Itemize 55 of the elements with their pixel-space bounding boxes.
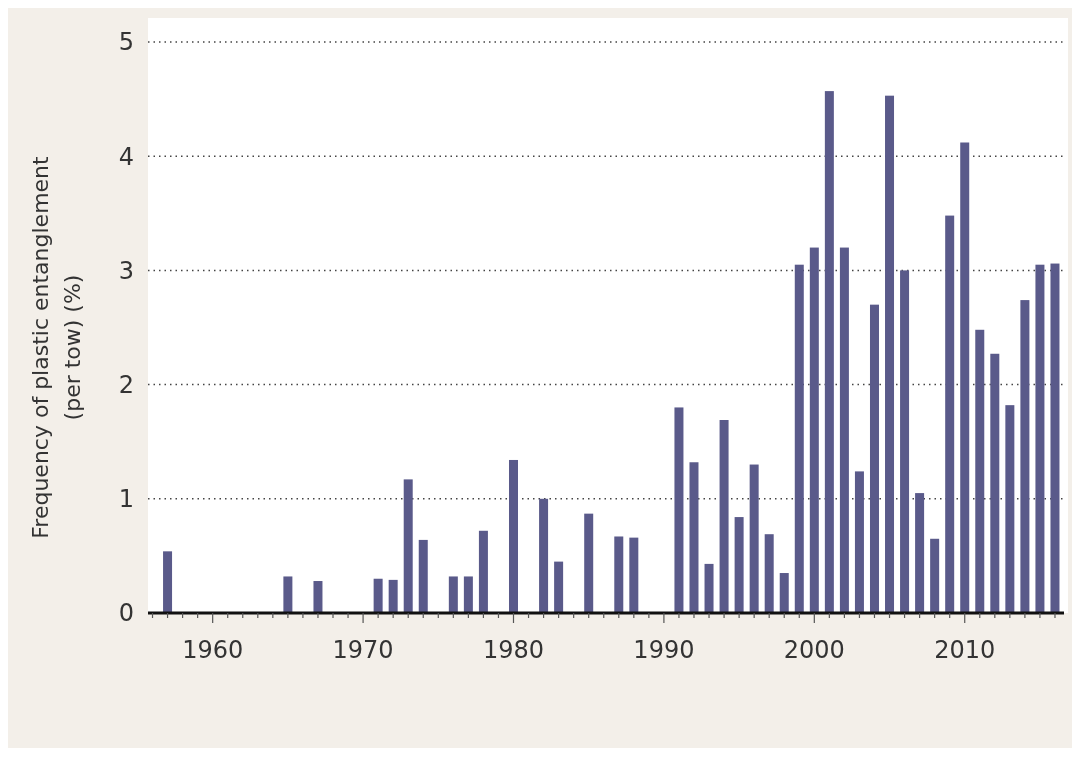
bar (869, 304, 879, 613)
bar (1005, 405, 1015, 613)
bar (403, 479, 413, 613)
x-tick-label: 1960 (182, 636, 244, 664)
y-tick-label: 3 (118, 256, 134, 285)
bar (163, 551, 173, 613)
y-tick-label: 0 (118, 599, 134, 628)
bar (749, 464, 759, 613)
bar (975, 329, 985, 613)
bar (1020, 300, 1030, 613)
bar (854, 471, 864, 613)
bar (463, 576, 473, 613)
x-tick-label: 2010 (934, 636, 996, 664)
bar (1035, 264, 1045, 613)
bar (794, 264, 804, 613)
x-tick-label: 1970 (332, 636, 394, 664)
bar (448, 576, 458, 613)
bar (313, 581, 323, 613)
bar (283, 576, 293, 613)
x-tick-label: 1990 (633, 636, 695, 664)
bar (990, 353, 1000, 613)
y-tick-label: 4 (118, 142, 134, 171)
bar (689, 462, 699, 613)
bar (1050, 263, 1060, 613)
y-tick-label: 5 (118, 28, 134, 57)
y-tick-label: 1 (118, 485, 134, 514)
bar (614, 536, 624, 613)
bar (945, 215, 955, 613)
bar (779, 573, 789, 613)
bar (900, 270, 910, 613)
bar (373, 578, 383, 613)
y-axis-title: Frequency of plastic entanglement (per tow) (%) (28, 155, 85, 539)
bar (839, 247, 849, 613)
bar (418, 539, 428, 613)
bar (584, 513, 594, 613)
x-tick-label: 2000 (783, 636, 845, 664)
bar (809, 247, 819, 613)
y-tick-label: 2 (118, 371, 134, 399)
x-tick-label: 1980 (482, 636, 545, 664)
bar (764, 534, 774, 613)
bar (719, 420, 729, 613)
bar (629, 537, 639, 613)
bar (930, 538, 940, 613)
bar (915, 493, 925, 613)
bar (388, 579, 398, 613)
bar (960, 142, 970, 613)
bar (509, 459, 518, 613)
bar (554, 561, 564, 613)
bar (539, 498, 549, 613)
bar (674, 407, 684, 613)
bar (734, 517, 744, 613)
bar (704, 563, 714, 613)
bar (824, 91, 834, 613)
bar (478, 530, 488, 613)
bar (885, 95, 895, 613)
